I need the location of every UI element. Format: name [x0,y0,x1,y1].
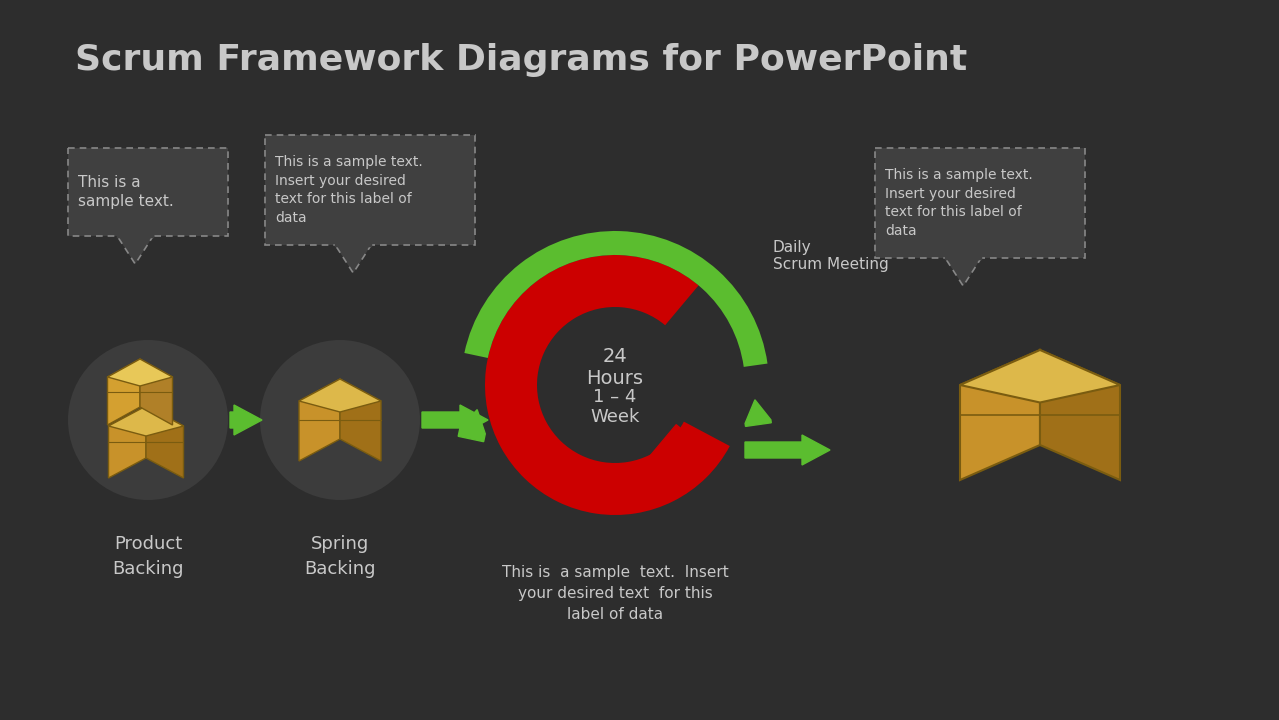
Polygon shape [107,359,139,425]
Text: 24
Hours: 24 Hours [587,346,643,387]
Polygon shape [961,350,1120,402]
FancyBboxPatch shape [68,148,228,236]
Text: Product
Backing: Product Backing [113,535,184,578]
Text: This is a sample text.
Insert your desired
text for this label of
data: This is a sample text. Insert your desir… [275,156,423,225]
Polygon shape [335,245,371,273]
Text: This is a
sample text.: This is a sample text. [78,175,174,210]
Wedge shape [485,255,730,515]
Polygon shape [109,406,146,478]
Circle shape [260,340,420,500]
Polygon shape [340,379,381,461]
Polygon shape [1040,350,1120,480]
FancyArrow shape [642,425,686,474]
Polygon shape [299,379,340,461]
Polygon shape [299,379,381,412]
Polygon shape [139,359,173,425]
FancyArrow shape [422,405,489,435]
FancyArrow shape [230,405,262,435]
Polygon shape [118,236,153,264]
Polygon shape [109,406,183,436]
FancyArrow shape [744,435,830,465]
Circle shape [68,340,228,500]
Polygon shape [107,359,173,386]
FancyBboxPatch shape [265,135,475,245]
FancyArrow shape [458,410,485,441]
Text: This is  a sample  text.  Insert
your desired text  for this
label of data: This is a sample text. Insert your desir… [501,565,728,622]
Text: 1 – 4
Week: 1 – 4 Week [591,387,640,426]
Text: Daily
Scrum Meeting: Daily Scrum Meeting [773,240,889,272]
FancyBboxPatch shape [875,148,1085,258]
Polygon shape [146,406,183,478]
Text: This is a sample text.
Insert your desired
text for this label of
data: This is a sample text. Insert your desir… [885,168,1032,238]
Text: Scrum Framework Diagrams for PowerPoint: Scrum Framework Diagrams for PowerPoint [75,43,967,77]
FancyArrow shape [746,400,771,426]
Polygon shape [961,350,1040,480]
Text: Spring
Backing: Spring Backing [304,535,376,578]
Wedge shape [464,231,767,367]
Polygon shape [945,258,981,286]
